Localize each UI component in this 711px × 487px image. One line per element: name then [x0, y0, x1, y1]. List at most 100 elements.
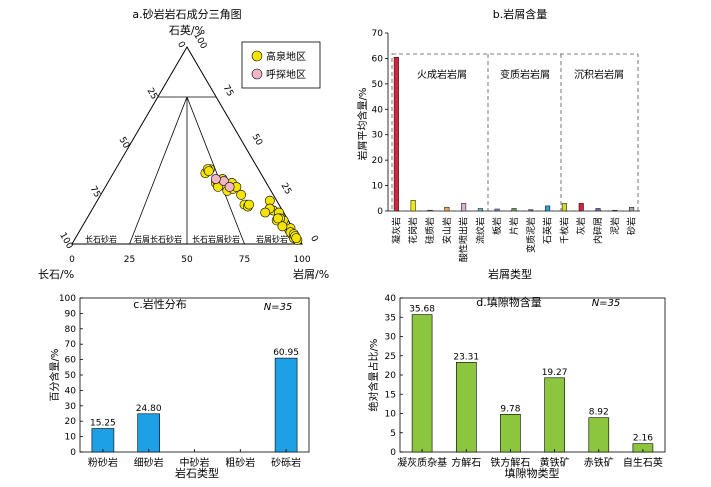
- lithology-frame: [79, 297, 310, 453]
- interstitial-category-label: 凝灰质杂基: [397, 456, 447, 469]
- interstitial-value-label: 23.31: [453, 352, 479, 362]
- ternary-right-tick-100: 100: [191, 31, 208, 51]
- lithic-category-label: 酸性喷出岩: [458, 217, 470, 262]
- lithic-bar: [410, 200, 416, 212]
- interstitial-y-tick-label: 30: [385, 333, 397, 343]
- interstitial-value-label: 8.92: [589, 408, 609, 418]
- interstitial-category-label: 方解石: [451, 456, 481, 469]
- field-label-lithic-arkose: 岩屑长石砂岩: [134, 234, 182, 244]
- interstitial-value-label: 9.78: [500, 404, 520, 414]
- ternary-right-tick-0: 0: [308, 234, 320, 244]
- lithology-category-label: 粉砂岩: [88, 456, 118, 469]
- interstitial-panel: d.填隙物含量 N=35 0 5 10 15 20 25 30 35 40 35.68 23.31…: [367, 294, 666, 480]
- ternary-apex-lithic: 岩屑/%: [293, 267, 329, 281]
- lithic-y-tick-label: 30: [372, 131, 384, 141]
- lithology-bars: 15.25 24.80 60.95: [90, 348, 299, 453]
- interstitial-category-label: 自生石英: [623, 456, 663, 469]
- group-label-sedimentary: 沉积岩岩屑: [574, 68, 624, 81]
- lithic-category-label: 板岩: [491, 217, 503, 235]
- interstitial-sample-count: N=35: [592, 298, 621, 309]
- ternary-right-tick-25: 25: [279, 182, 293, 197]
- interstitial-bar: [588, 417, 610, 453]
- lithology-y-tick-label: 60: [65, 356, 77, 366]
- ternary-left-tick-100: 100: [57, 231, 74, 251]
- scatter-point-gaoquan: [277, 221, 288, 232]
- ternary-right-tick-75: 75: [221, 84, 235, 99]
- ternary-left-tick-50: 50: [117, 136, 132, 151]
- lithic-category-label: 千枚岩: [558, 217, 570, 244]
- lithic-category-label: 片岩: [508, 217, 520, 235]
- interstitial-title: d.填隙物含量: [476, 295, 541, 309]
- lithology-y-tick-label: 0: [70, 448, 76, 458]
- ternary-left-tick-25: 25: [145, 87, 159, 102]
- ternary-right-tick-50: 50: [250, 133, 265, 148]
- lithology-value-label: 15.25: [90, 419, 116, 429]
- interstitial-bar: [411, 314, 433, 453]
- lithology-panel: c.岩性分布 N=35 0 10 20 30 40 50 60 70 80 90 100 15.25…: [48, 294, 310, 480]
- ternary-panel: a.砂岩岩石成分三角图 石英/% 长石/% 岩屑/% 0 25 50 75 10…: [38, 7, 329, 281]
- lithology-title: c.岩性分布: [133, 297, 187, 311]
- interstitial-bar: [455, 361, 477, 453]
- lithic-bar: [528, 209, 534, 212]
- lithic-x-labels: 凝灰岩 花岗岩 硅质岩 安山岩 酸性喷出岩 流纹岩 板岩 片岩 变质泥岩 石英岩 千枚岩 灰岩 内碎屑泥…: [390, 217, 637, 262]
- scatter-point-hutan: [210, 174, 221, 184]
- ternary-legend: [241, 41, 321, 89]
- lithology-value-label: 24.80: [136, 404, 162, 414]
- group-label-igneous: 火成岩岩屑: [417, 68, 467, 81]
- lithology-value-label: 60.95: [273, 348, 299, 358]
- lithic-bars: [393, 56, 635, 212]
- interstitial-y-tick-label: 0: [390, 448, 396, 458]
- lithic-y-tick-label: 50: [372, 80, 384, 90]
- lithic-title: b.岩屑含量: [493, 7, 547, 21]
- ternary-field-line-right: [186, 96, 245, 245]
- lithic-bar: [444, 206, 450, 212]
- ternary-apex-feldspar: 长石/%: [38, 268, 74, 281]
- interstitial-y-tick-label: 10: [385, 410, 397, 420]
- interstitial-y-tick-label: 35: [385, 313, 396, 323]
- legend-label-gaoquan: 高泉地区: [266, 50, 306, 63]
- lithic-bar: [561, 203, 567, 212]
- lithic-y-tick-label: 20: [372, 156, 384, 166]
- ternary-bottom-tick-75: 75: [239, 255, 250, 265]
- lithic-content-panel: b.岩屑含量 0 10 20 30 40 50 60 70 凝灰岩 花岗岩 硅质岩 安山岩 酸性喷出岩…: [356, 7, 640, 281]
- lithic-bar: [393, 56, 399, 212]
- legend-marker-hutan: [251, 68, 263, 80]
- scatter-point-gaoquan: [236, 189, 246, 200]
- lithology-category-label: 砂砾岩: [271, 456, 301, 469]
- lithology-category-label: 细砂岩: [134, 456, 164, 469]
- lithic-category-label: 硅质岩: [424, 217, 436, 244]
- lithic-frame: [387, 33, 640, 212]
- lithic-category-label: 变质泥岩: [525, 217, 537, 253]
- interstitial-y-tick-label: 5: [390, 429, 396, 439]
- lithic-bar: [612, 209, 618, 212]
- interstitial-frame: [399, 297, 666, 453]
- lithology-bar: [274, 357, 298, 453]
- interstitial-y-tick-label: 40: [385, 294, 397, 304]
- lithology-sample-count: N=35: [264, 302, 293, 313]
- ternary-bottom-tick-0: 0: [69, 255, 75, 265]
- lithic-category-label: 凝灰岩: [390, 217, 402, 244]
- lithic-y-ticks: 0 10 20 30 40 50 60 70: [372, 29, 388, 217]
- lithic-y-label: 岩屑平均含量/%: [356, 88, 369, 161]
- lithology-category-label: 中砂岩: [180, 456, 210, 469]
- ternary-bottom-tick-100: 100: [293, 255, 310, 265]
- lithic-x-label: 岩屑类型: [488, 267, 532, 281]
- interstitial-y-tick-label: 15: [385, 390, 396, 400]
- lithic-category-label: 流纹岩: [474, 217, 486, 244]
- interstitial-bar: [544, 377, 565, 453]
- interstitial-y-tick-label: 20: [385, 371, 397, 381]
- lithology-x-label: 岩石类型: [175, 466, 219, 480]
- legend-marker-gaoquan: [251, 50, 263, 62]
- scatter-point-gaoquan: [260, 207, 271, 218]
- lithology-y-ticks: 0 10 20 30 40 50 60 70 80 90 100: [59, 294, 83, 458]
- lithic-category-label: 泥岩: [609, 217, 621, 235]
- lithology-y-tick-label: 80: [65, 325, 77, 335]
- lithic-bar: [494, 208, 500, 212]
- group-label-metamorphic: 变质岩岩屑: [500, 68, 550, 81]
- lithology-x-labels: 粉砂岩 细砂岩 中砂岩 粗砂岩 砂砾岩: [88, 449, 301, 469]
- lithology-y-tick-label: 10: [65, 433, 77, 443]
- lithic-category-label: 灰岩: [575, 217, 587, 235]
- interstitial-bars: 35.68 23.31 9.78 19.27 8.92 2.16: [409, 305, 653, 453]
- lithology-bar: [137, 413, 160, 453]
